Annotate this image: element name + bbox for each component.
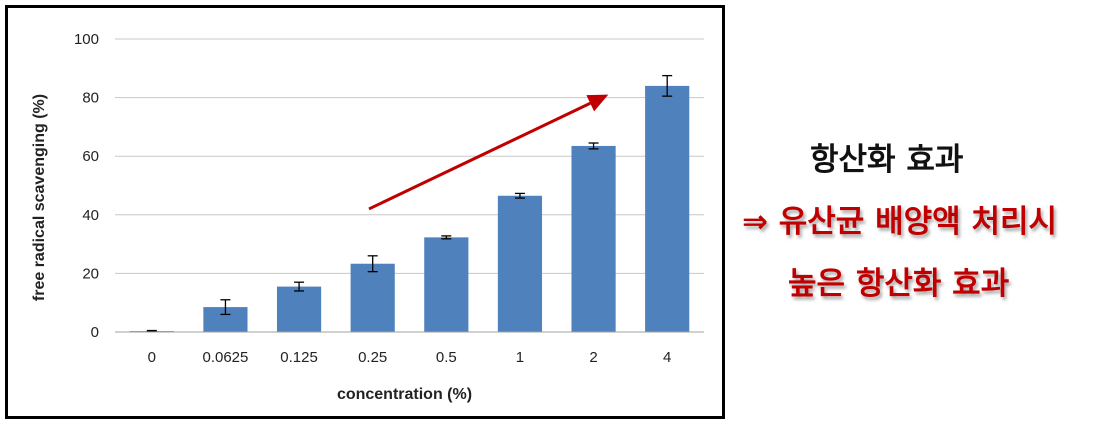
y-tick-label: 20 bbox=[82, 265, 99, 282]
x-tick-label: 1 bbox=[516, 349, 524, 366]
y-axis-title: free radical scavenging (%) bbox=[31, 94, 48, 301]
bar bbox=[276, 286, 322, 332]
chart-frame: 0 20 40 60 80 100 0 0.0625 0.125 0.25 0.5 1 2 4 concen… bbox=[5, 5, 725, 419]
x-tick-label: 4 bbox=[663, 349, 671, 366]
bar bbox=[424, 237, 469, 332]
bar bbox=[645, 85, 690, 332]
annotation-line-1: ⇒ 유산균 배양액 처리시 bbox=[742, 204, 1058, 240]
y-tick-label: 0 bbox=[91, 324, 99, 341]
x-tick-label: 0 bbox=[148, 349, 156, 366]
y-tick-label: 60 bbox=[82, 148, 99, 165]
bar bbox=[497, 195, 543, 332]
bar bbox=[571, 145, 616, 332]
bar bbox=[350, 263, 395, 332]
trend-arrow-head bbox=[586, 94, 609, 112]
y-tick-label: 80 bbox=[82, 90, 99, 107]
y-tick-label: 100 bbox=[74, 31, 99, 48]
antioxidant-effect-title: 항산화 효과 bbox=[810, 142, 964, 178]
x-tick-label: 0.125 bbox=[280, 349, 318, 366]
x-tick-label: 0.5 bbox=[436, 349, 457, 366]
annotation-line-2: 높은 항산화 효과 bbox=[788, 266, 1010, 302]
trend-arrow-line bbox=[368, 101, 591, 211]
x-tick-label: 0.25 bbox=[358, 349, 387, 366]
x-tick-label: 2 bbox=[589, 349, 597, 366]
bar-chart: 0 20 40 60 80 100 0 0.0625 0.125 0.25 0.5 1 2 4 concen… bbox=[31, 31, 704, 403]
x-tick-label: 0.0625 bbox=[202, 349, 248, 366]
y-tick-label: 40 bbox=[82, 207, 99, 224]
x-axis-title: concentration (%) bbox=[337, 386, 472, 403]
